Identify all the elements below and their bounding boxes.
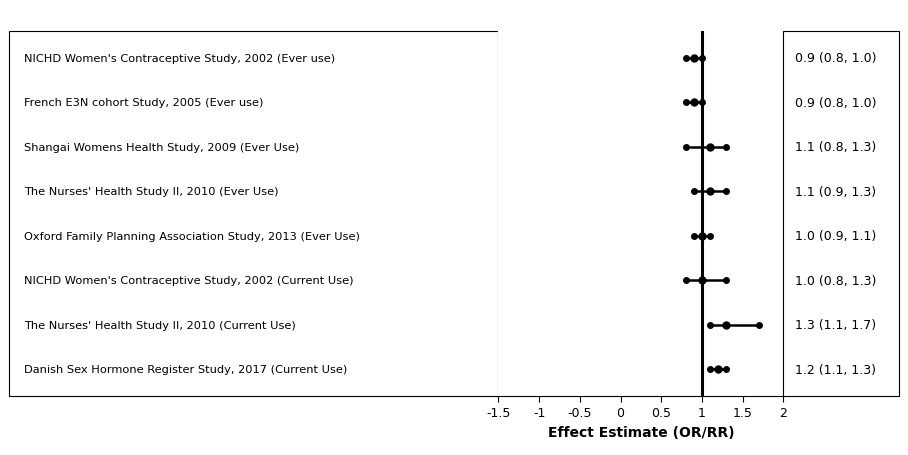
Text: 0.9 (0.8, 1.0): 0.9 (0.8, 1.0) (794, 52, 876, 65)
Text: 0.9 (0.8, 1.0): 0.9 (0.8, 1.0) (794, 96, 876, 109)
Text: 1.3 (1.1, 1.7): 1.3 (1.1, 1.7) (794, 318, 876, 331)
Text: NICHD Women's Contraceptive Study, 2002 (Ever use): NICHD Women's Contraceptive Study, 2002 … (24, 54, 335, 64)
Text: Oxford Family Planning Association Study, 2013 (Ever Use): Oxford Family Planning Association Study… (24, 231, 360, 241)
Text: The Nurses' Health Study II, 2010 (Current Use): The Nurses' Health Study II, 2010 (Curre… (24, 320, 295, 330)
Text: 1.0 (0.9, 1.1): 1.0 (0.9, 1.1) (794, 230, 876, 243)
Text: Danish Sex Hormone Register Study, 2017 (Current Use): Danish Sex Hormone Register Study, 2017 … (24, 364, 347, 374)
Text: French E3N cohort Study, 2005 (Ever use): French E3N cohort Study, 2005 (Ever use) (24, 98, 263, 108)
Text: Shangai Womens Health Study, 2009 (Ever Use): Shangai Womens Health Study, 2009 (Ever … (24, 142, 299, 152)
X-axis label: Effect Estimate (OR/RR): Effect Estimate (OR/RR) (548, 425, 735, 439)
Text: 1.1 (0.9, 1.3): 1.1 (0.9, 1.3) (794, 185, 876, 198)
Text: NICHD Women's Contraceptive Study, 2002 (Current Use): NICHD Women's Contraceptive Study, 2002 … (24, 275, 353, 285)
Text: The Nurses' Health Study II, 2010 (Ever Use): The Nurses' Health Study II, 2010 (Ever … (24, 187, 278, 197)
Text: 1.1 (0.8, 1.3): 1.1 (0.8, 1.3) (794, 141, 876, 154)
Text: 1.0 (0.8, 1.3): 1.0 (0.8, 1.3) (794, 274, 876, 287)
Text: 1.2 (1.1, 1.3): 1.2 (1.1, 1.3) (794, 363, 876, 376)
